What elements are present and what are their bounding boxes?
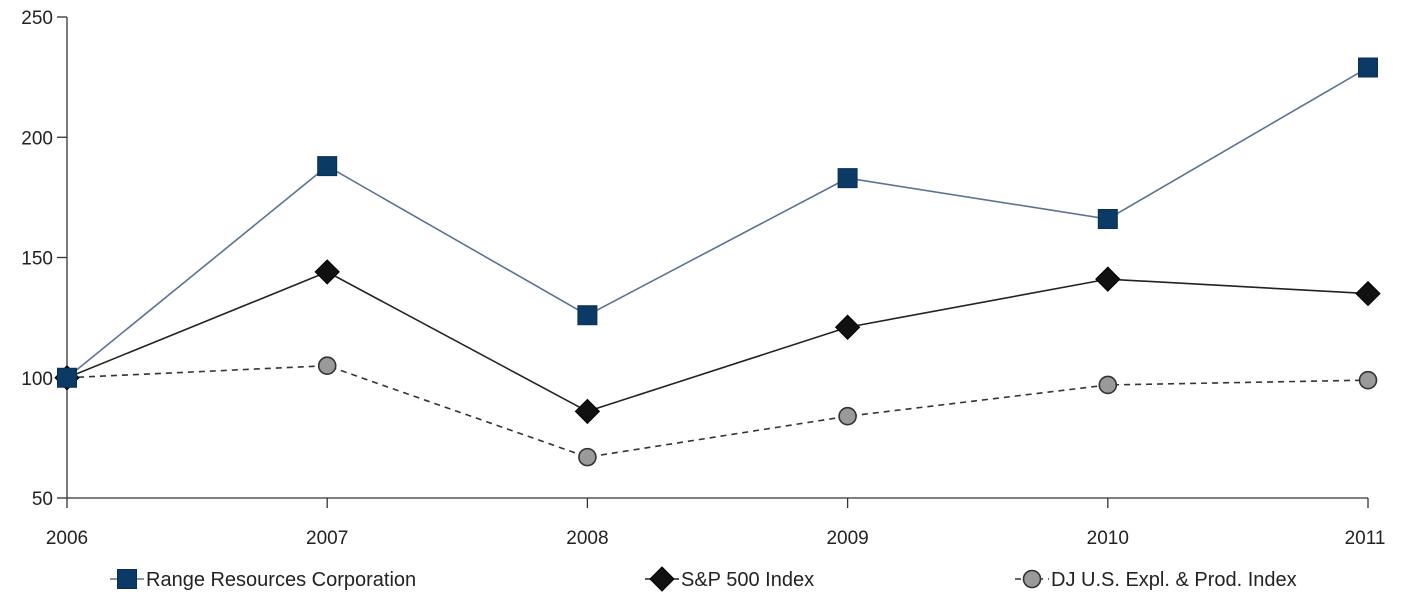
y-tick-label: 50	[32, 489, 53, 510]
data-point-s-p-500-index-2008	[574, 398, 601, 425]
data-point-range-resources-corporation-2011	[1358, 57, 1378, 78]
data-point-dj-u-s-expl-prod-index-2009	[838, 406, 857, 426]
x-tick-label: 2010	[1087, 528, 1129, 549]
legend-label: Range Resources Corporation	[146, 569, 416, 591]
y-tick-label: 100	[21, 369, 53, 390]
y-tick-label: 200	[21, 128, 53, 149]
data-point-range-resources-corporation-2008	[577, 305, 598, 326]
data-point-range-resources-corporation-2009	[837, 168, 858, 189]
series-line-s-p-500-index	[66, 271, 1369, 413]
data-point-s-p-500-index-2009	[834, 314, 861, 340]
data-point-s-p-500-index-2011	[1355, 280, 1381, 307]
legend-item-s-p-500-index: S&P 500 Index	[645, 566, 814, 592]
data-point-dj-u-s-expl-prod-index-2008	[578, 447, 597, 467]
x-tick-label: 2008	[566, 528, 608, 549]
legend-marker-square	[117, 569, 137, 589]
series-line-dj-u-s-expl-prod-index	[66, 364, 1369, 458]
data-point-dj-u-s-expl-prod-index-2011	[1358, 370, 1378, 390]
y-tick-label: 150	[21, 249, 53, 270]
x-tick-label: 2009	[826, 528, 868, 549]
x-tick-label: 2006	[46, 528, 88, 549]
y-tick-label: 250	[21, 8, 53, 29]
legend-label: DJ U.S. Expl. & Prod. Index	[1051, 569, 1297, 591]
legend-item-dj-u-s-expl-prod-index: DJ U.S. Expl. & Prod. Index	[1015, 569, 1297, 591]
legend-item-range-resources-corporation: Range Resources Corporation	[110, 569, 416, 591]
x-tick-label: 2007	[306, 528, 348, 549]
legend-marker-circle	[1022, 569, 1042, 589]
legend-label: S&P 500 Index	[681, 569, 814, 591]
data-point-dj-u-s-expl-prod-index-2010	[1098, 375, 1118, 395]
series-line-range-resources-corporation	[66, 66, 1369, 379]
legend-marker-diamond	[649, 566, 675, 592]
x-tick-label: 2011	[1345, 528, 1386, 549]
data-point-dj-u-s-expl-prod-index-2007	[317, 356, 337, 376]
data-point-s-p-500-index-2007	[314, 259, 340, 285]
data-point-range-resources-corporation-2007	[317, 156, 338, 177]
series-markers	[54, 57, 1381, 467]
data-point-range-resources-corporation-2010	[1097, 209, 1118, 230]
data-point-s-p-500-index-2010	[1095, 266, 1121, 292]
data-point-range-resources-corporation-2006	[57, 367, 77, 388]
axes: 50 100 150 200 250 2006 2007 2008 2009 2010 2011	[21, 8, 1385, 549]
series-lines	[66, 66, 1369, 458]
legend: Range Resources Corporation S&P 500 Index…	[110, 566, 1297, 592]
